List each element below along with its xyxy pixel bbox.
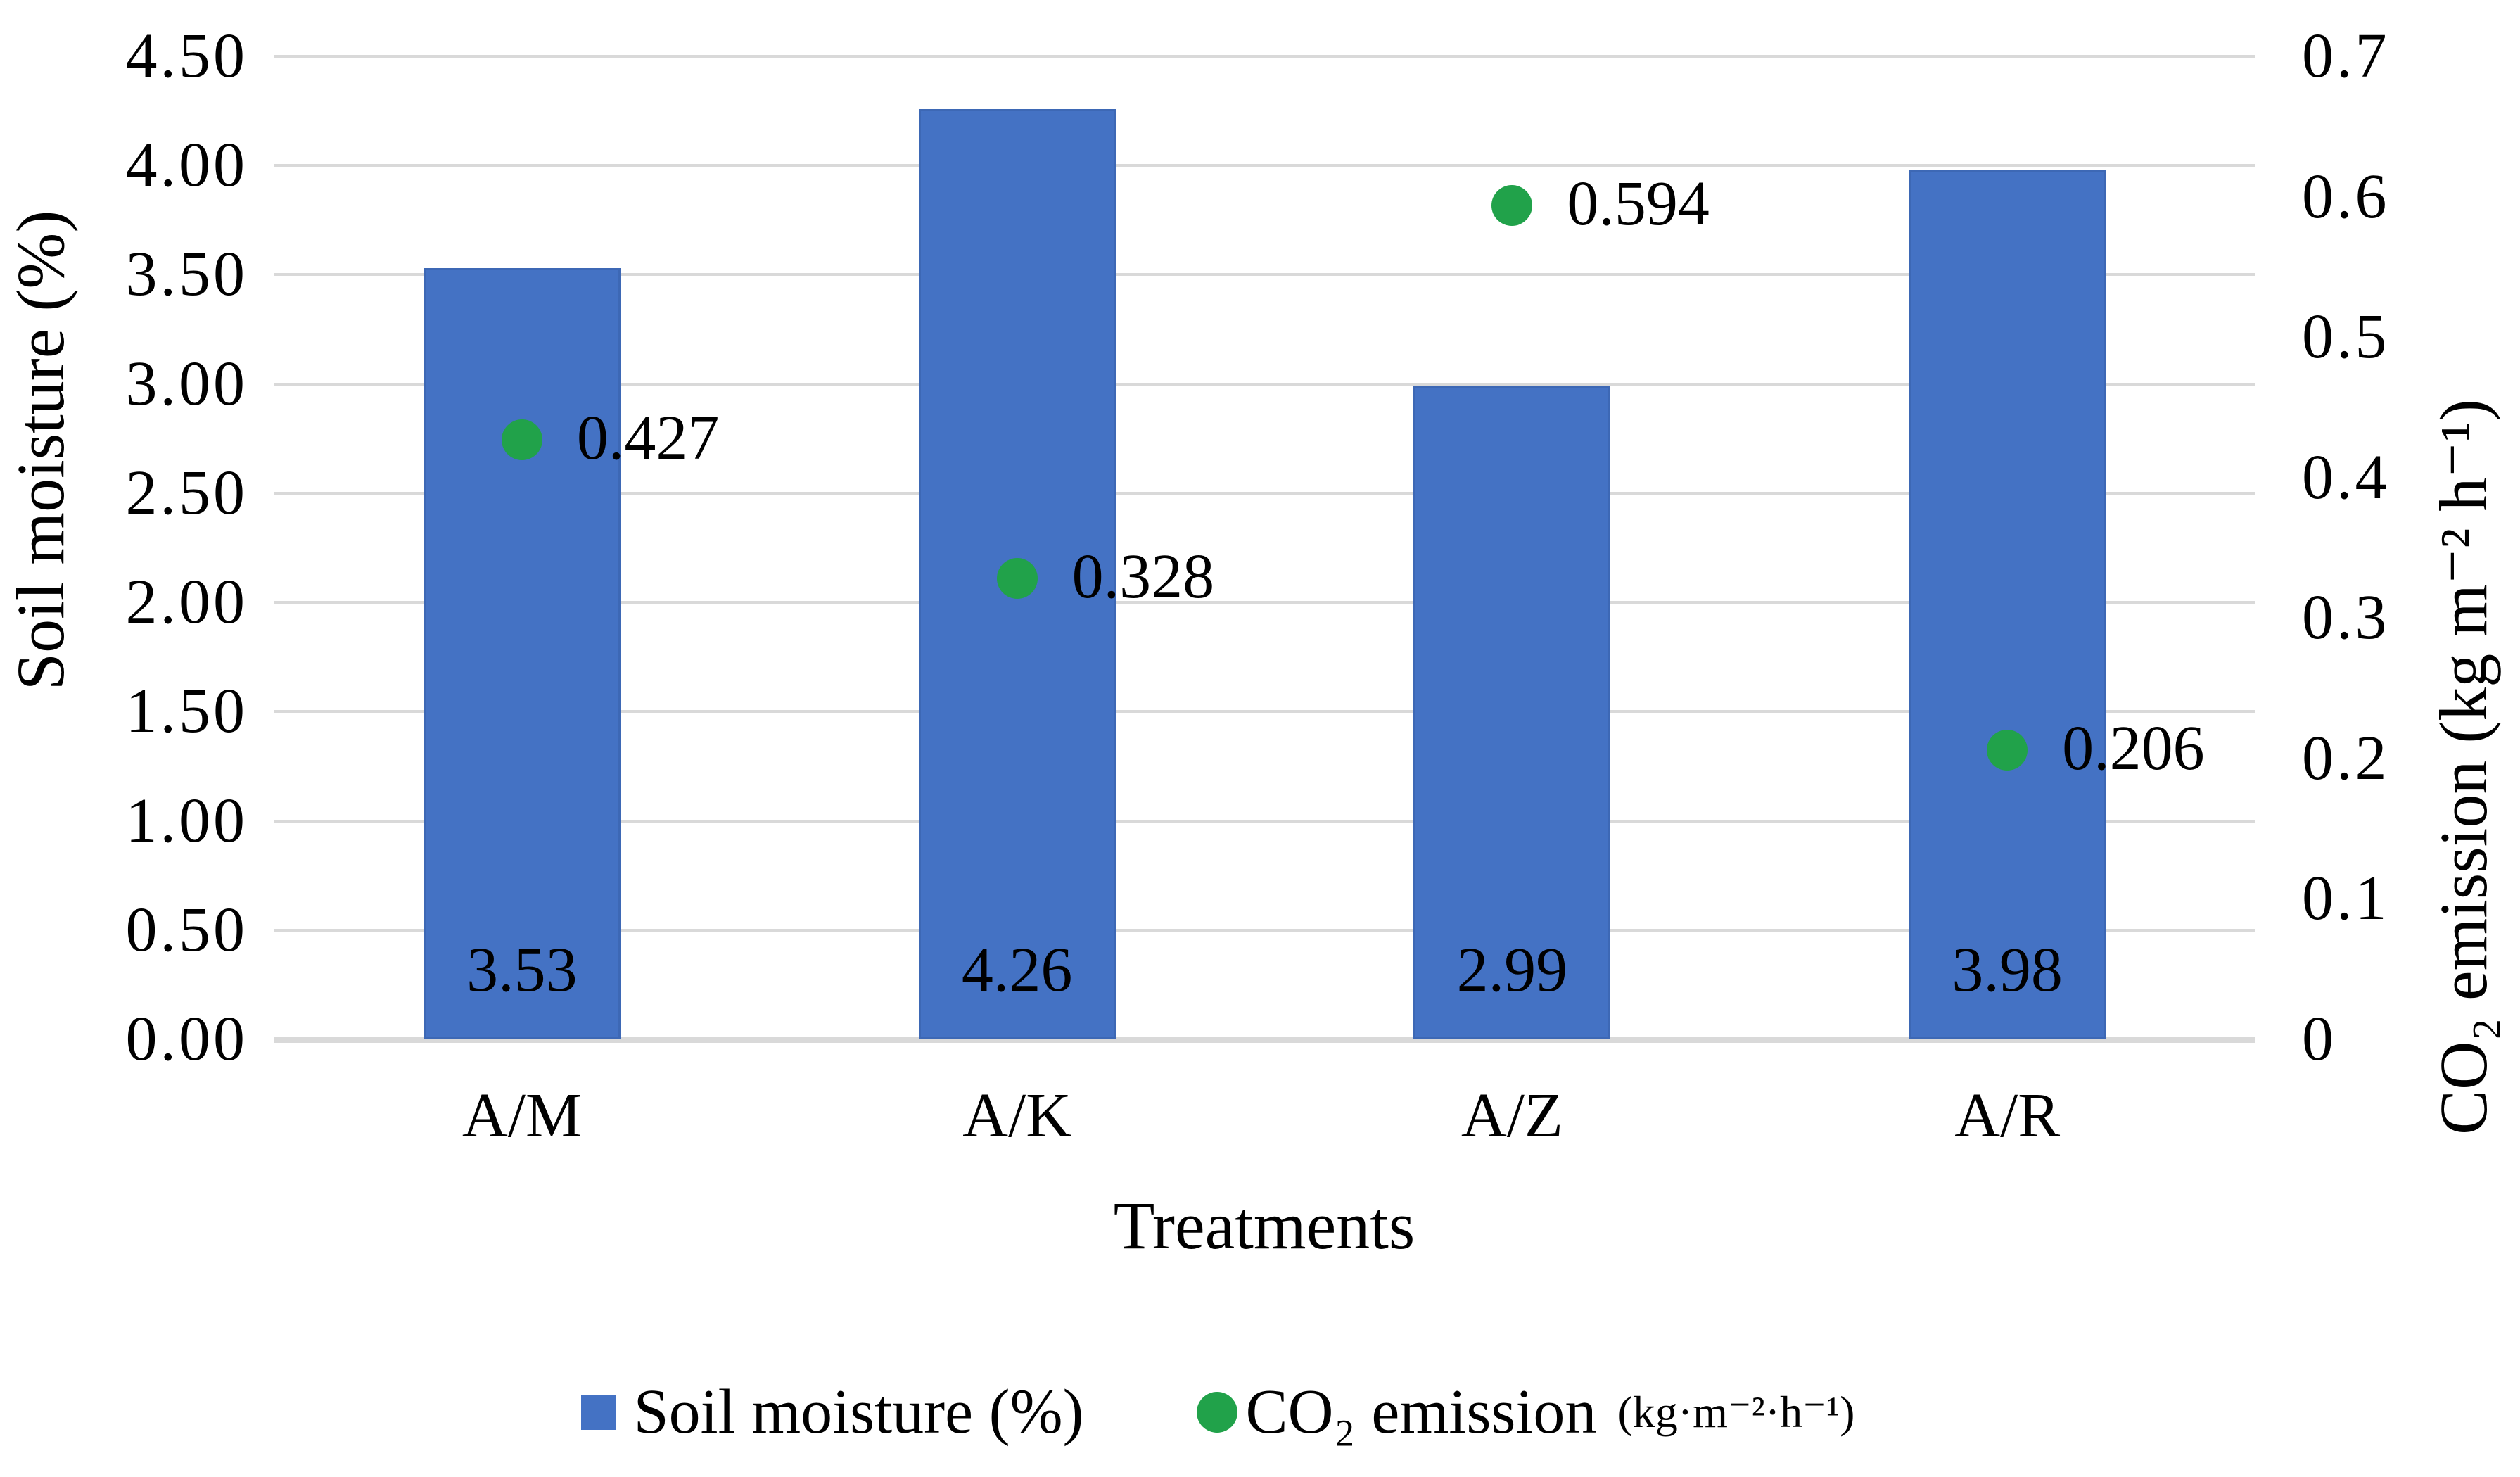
x-category-label-A/K: A/K — [962, 1081, 1072, 1150]
legend-item-co2-emission: CO₂ emission (kg·m⁻²·h⁻¹) — [1196, 1377, 1855, 1447]
left-axis-tick-label: 0.50 — [125, 894, 248, 965]
left-axis-tick-label: 2.00 — [125, 567, 248, 638]
right-axis-tick-label: 0.3 — [2302, 583, 2390, 653]
right-axis-tick-label: 0.7 — [2302, 21, 2390, 91]
left-axis-tick-label: 4.00 — [125, 130, 248, 201]
bar-value-label: 4.26 — [961, 934, 1073, 1005]
plot-area: 3.53 4.26 2.99 3.98 0.427 0.328 0.594 0.206 — [274, 55, 2255, 1043]
gridline — [274, 55, 2255, 58]
right-axis-tick-label: 0.2 — [2302, 723, 2390, 793]
bar-A/R: 3.98 — [1909, 170, 2106, 1039]
bar-value-label: 2.99 — [1456, 934, 1568, 1005]
gridline — [274, 710, 2255, 714]
left-axis-tick-label: 3.00 — [125, 348, 248, 419]
right-axis-tick-label: 0 — [2302, 1004, 2336, 1074]
right-axis-tick-label: 0.6 — [2302, 161, 2390, 232]
scatter-value-label: 0.206 — [2062, 714, 2205, 784]
gridline — [274, 819, 2255, 823]
right-axis-title: CO₂ emission (kg m⁻² h⁻¹) — [2426, 399, 2501, 1135]
right-axis-tick-label: 0.4 — [2302, 442, 2390, 512]
right-axis-tick-label: 0.5 — [2302, 302, 2390, 372]
bar-series-marker-icon — [580, 1395, 616, 1430]
left-axis-tick-label: 1.50 — [125, 676, 248, 747]
legend-label-soil-moisture: Soil moisture (%) — [633, 1377, 1084, 1447]
scatter-value-label: 0.328 — [1071, 542, 1215, 612]
gridline — [274, 164, 2255, 167]
bar-A/M: 3.53 — [423, 268, 621, 1039]
bar-A/Z: 2.99 — [1413, 386, 1611, 1039]
right-axis-tick-label: 0.1 — [2302, 863, 2390, 934]
legend-label-co2-emission: CO₂ emission — [1245, 1377, 1597, 1447]
gridline — [274, 601, 2255, 604]
gridline — [274, 273, 2255, 277]
left-axis-tick-labels: 4.50 4.00 3.50 3.00 2.50 2.00 1.50 1.00 0.50 0.00 — [0, 25, 248, 1071]
x-category-label-A/Z: A/Z — [1461, 1081, 1563, 1150]
scatter-point-A/R — [1987, 729, 2028, 771]
scatter-series-marker-icon — [1196, 1392, 1237, 1433]
bar-value-label: 3.53 — [466, 934, 578, 1005]
left-axis-tick-label: 1.00 — [125, 785, 248, 856]
x-axis-title: Treatments — [1113, 1188, 1415, 1263]
scatter-point-A/Z — [1491, 184, 1533, 226]
scatter-value-label: 0.594 — [1567, 168, 1710, 239]
x-axis-category-labels: A/M A/K A/Z A/R — [0, 1084, 2520, 1162]
legend-item-soil-moisture: Soil moisture (%) — [580, 1377, 1084, 1447]
gridline — [274, 491, 2255, 495]
legend: Soil moisture (%) CO₂ emission (kg·m⁻²·h… — [0, 1381, 2478, 1444]
legend-unit-co2-emission: (kg·m⁻²·h⁻¹) — [1617, 1387, 1855, 1437]
left-axis-tick-label: 3.50 — [125, 239, 248, 310]
x-category-label-A/R: A/R — [1954, 1081, 2061, 1150]
left-axis-tick-label: 0.00 — [125, 1004, 248, 1074]
right-axis-tick-labels: 0.7 0.6 0.5 0.4 0.3 0.2 0.1 0 — [2302, 25, 2520, 1071]
scatter-point-A/M — [501, 419, 542, 460]
left-axis-tick-label: 2.50 — [125, 457, 248, 528]
bar-value-label: 3.98 — [1952, 934, 2063, 1005]
scatter-point-A/K — [996, 558, 1038, 600]
gridline — [274, 928, 2255, 932]
left-axis-tick-label: 4.50 — [125, 21, 248, 91]
scatter-value-label: 0.427 — [576, 403, 720, 474]
x-axis-baseline — [274, 1037, 2255, 1043]
gridline — [274, 382, 2255, 386]
x-category-label-A/M: A/M — [462, 1081, 582, 1150]
